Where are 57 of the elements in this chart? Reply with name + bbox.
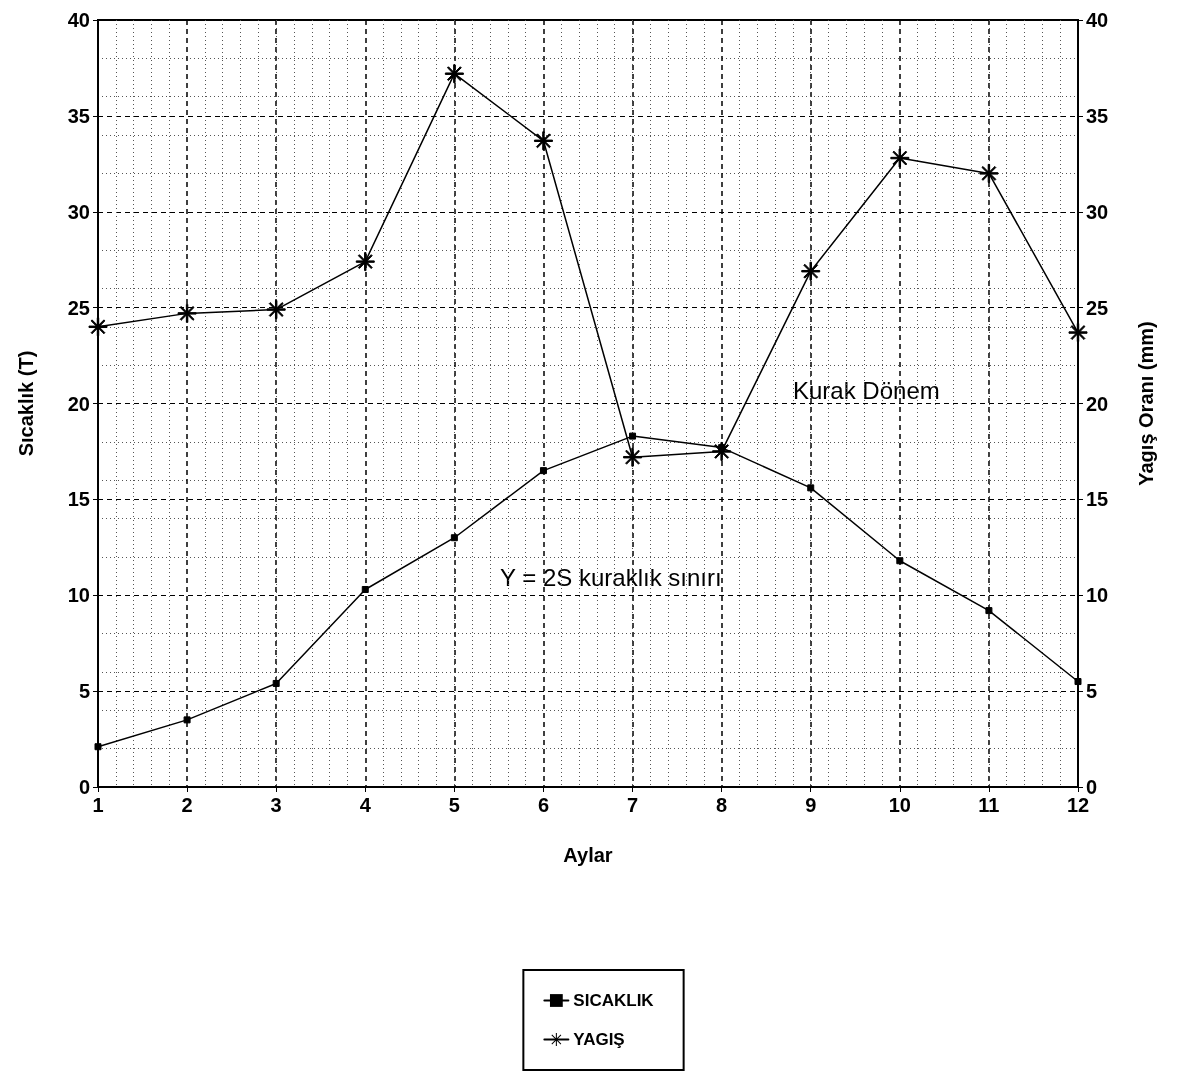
- point: [183, 716, 191, 724]
- point: [623, 447, 643, 467]
- point: [539, 467, 547, 475]
- y-tick-label: 5: [78, 680, 90, 703]
- y2-tick-label: 5: [1086, 680, 1098, 703]
- point: [629, 432, 637, 440]
- point: [444, 64, 464, 84]
- point: [266, 300, 286, 320]
- point: [896, 557, 904, 565]
- legend-label: YAGIŞ: [573, 1030, 625, 1049]
- point: [801, 261, 821, 281]
- point: [533, 131, 553, 151]
- x-tick-label: 2: [181, 794, 193, 816]
- y-tick-label: 35: [67, 104, 90, 127]
- point: [88, 317, 108, 337]
- point: [361, 586, 369, 593]
- y-tick-label: 20: [67, 392, 90, 415]
- point: [985, 607, 993, 615]
- point: [979, 163, 999, 183]
- legend-label: SICAKLIK: [573, 991, 655, 1010]
- y2-tick-label: 20: [1086, 392, 1109, 415]
- y2-tick-label: 15: [1086, 488, 1109, 511]
- point: [272, 679, 280, 687]
- y2-tick-label: 25: [1086, 296, 1109, 319]
- x-tick-label: 11: [978, 794, 1000, 816]
- x-tick-label: 7: [626, 794, 639, 816]
- point: [890, 148, 910, 168]
- x-axis-title: Aylar: [563, 844, 613, 866]
- y2-tick-label: 35: [1086, 104, 1109, 127]
- y-tick-label: 10: [67, 584, 90, 607]
- x-tick-label: 9: [805, 794, 817, 816]
- point: [177, 303, 197, 323]
- point: [355, 252, 375, 272]
- y-tick-label: 40: [67, 9, 90, 31]
- point: [94, 743, 102, 751]
- point: [807, 484, 815, 492]
- y2-tick-label: 10: [1086, 584, 1109, 607]
- annotation: Y = 2S kuraklık sınırı: [500, 563, 722, 591]
- x-tick-label: 3: [270, 794, 282, 816]
- y2-axis-title: Yagış Oranı (mm): [1135, 321, 1157, 486]
- point: [450, 534, 458, 542]
- point: [1074, 678, 1082, 686]
- x-tick-label: 5: [448, 794, 460, 816]
- y-axis-title: Sıcaklık (T): [15, 350, 37, 457]
- x-tick-label: 10: [888, 794, 911, 816]
- point: [1068, 323, 1088, 343]
- y-tick-label: 25: [67, 296, 90, 319]
- x-tick-label: 8: [716, 794, 728, 816]
- y-tick-label: 15: [67, 488, 90, 511]
- y-tick-label: 30: [67, 200, 90, 223]
- x-tick-label: 4: [359, 794, 372, 816]
- x-tick-label: 1: [92, 794, 104, 816]
- annotation: Kurak Dönem: [793, 376, 940, 404]
- y2-tick-label: 40: [1086, 9, 1109, 31]
- x-tick-label: 6: [537, 794, 550, 816]
- y2-tick-label: 30: [1086, 200, 1109, 223]
- y-tick-label: 0: [78, 776, 90, 798]
